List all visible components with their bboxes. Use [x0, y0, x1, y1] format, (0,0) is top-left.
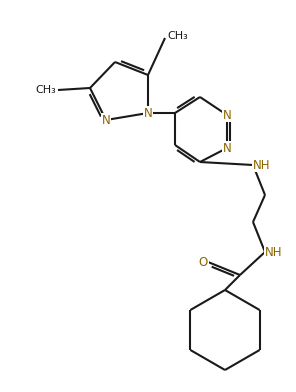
Text: CH₃: CH₃: [35, 85, 56, 95]
Text: NH: NH: [253, 158, 271, 172]
Text: CH₃: CH₃: [167, 31, 188, 41]
Text: N: N: [223, 109, 231, 122]
Text: N: N: [102, 114, 110, 127]
Text: O: O: [199, 256, 208, 269]
Text: N: N: [144, 107, 152, 120]
Text: N: N: [223, 142, 231, 154]
Text: NH: NH: [265, 245, 282, 258]
